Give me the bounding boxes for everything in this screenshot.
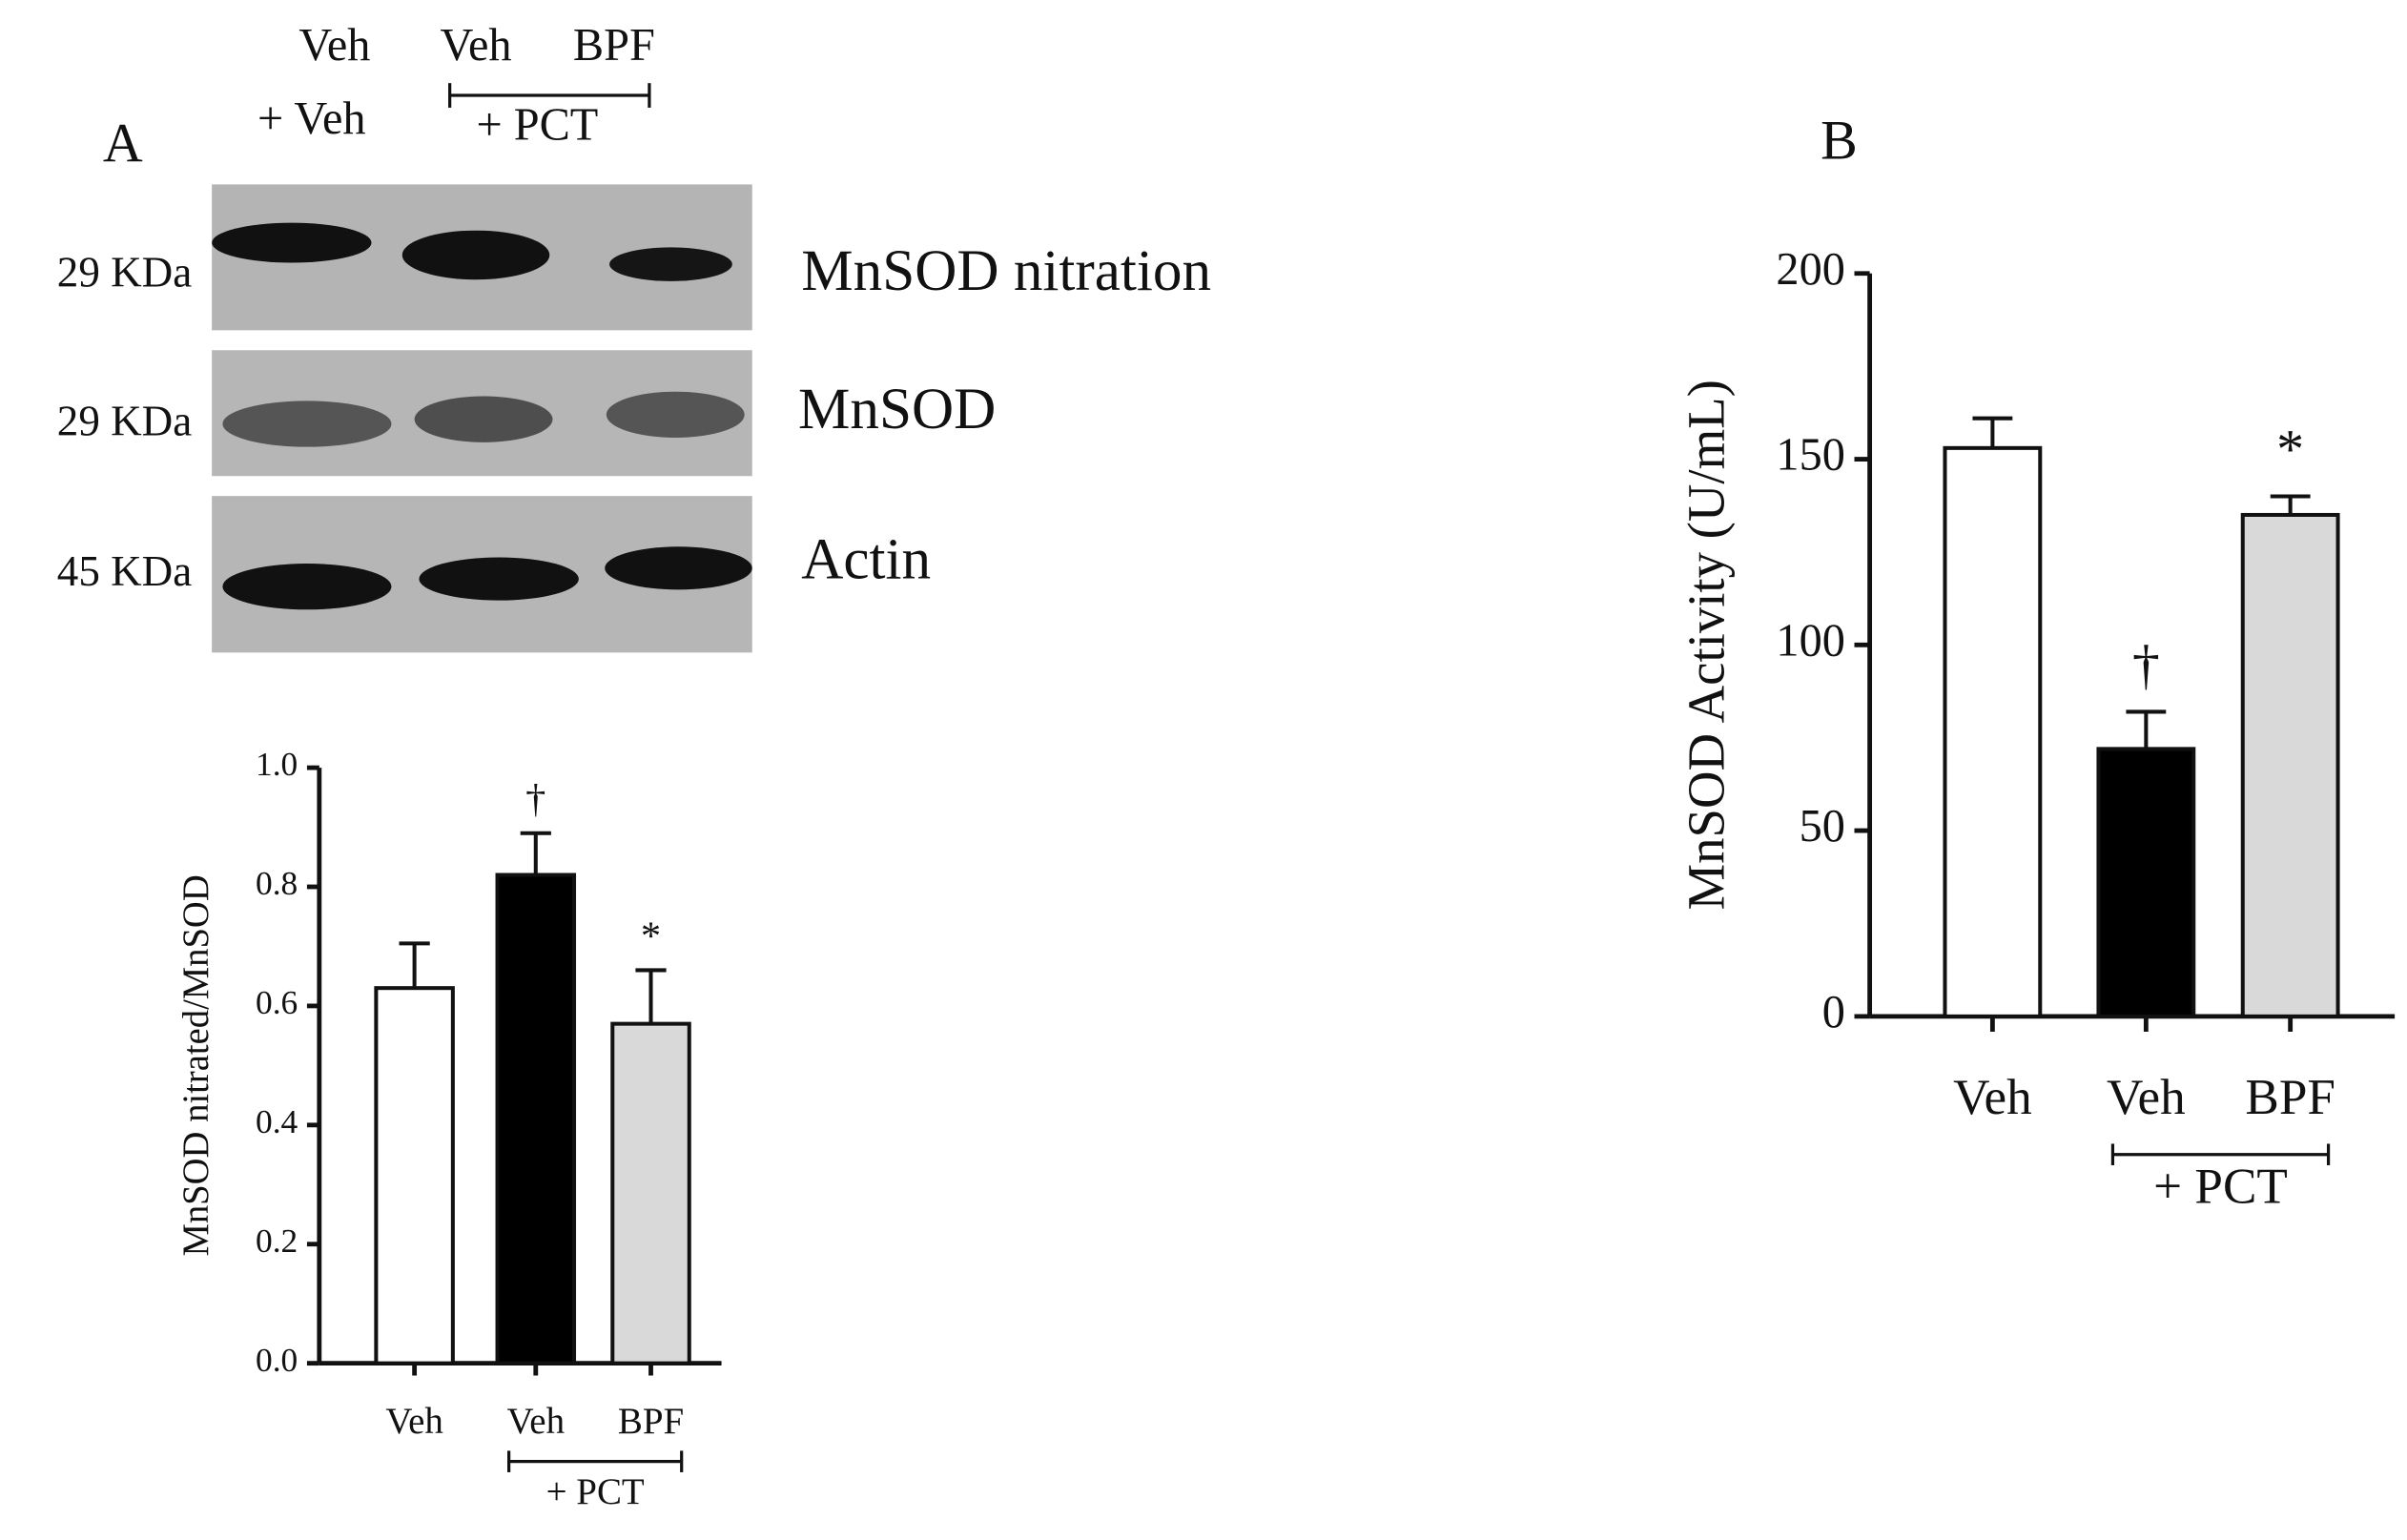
significance-mark: * [641, 914, 661, 958]
y-tick-label: 0.4 [256, 1102, 298, 1140]
lane-header: Veh [440, 20, 511, 71]
y-axis-label: MnSOD nitrated/MnSOD [176, 874, 216, 1256]
bar [610, 1021, 691, 1365]
bar [1943, 445, 2043, 1018]
x-tick-label: BPF [618, 1401, 684, 1442]
x-tick-label: Veh [2107, 1070, 2186, 1125]
y-tick-label: 150 [1776, 430, 1844, 481]
x-tick-label: Veh [507, 1401, 566, 1442]
panel-label: B [1821, 109, 1858, 171]
y-tick-label: 200 [1776, 244, 1844, 295]
lane-header: BPF [573, 20, 655, 71]
panel-label: A [103, 113, 143, 175]
x-tick-label: Veh [1953, 1070, 2032, 1125]
blot-label: MnSOD nitration [801, 238, 1211, 303]
blot-label: Actin [801, 527, 931, 592]
y-tick-label: 50 [1800, 801, 1845, 852]
bar [495, 873, 577, 1365]
y-tick-label: 0.2 [256, 1222, 298, 1260]
marker: 29 KDa [57, 248, 192, 296]
significance-mark: † [2132, 633, 2160, 695]
blot [212, 184, 752, 653]
group-label: + PCT [476, 100, 598, 151]
significance-mark: † [525, 777, 545, 822]
y-tick-label: 0.0 [256, 1341, 298, 1379]
bar [2240, 512, 2340, 1018]
y-tick-label: 100 [1776, 615, 1844, 666]
marker: 29 KDa [57, 397, 192, 444]
lane-header: + Veh [257, 93, 366, 144]
x-tick-label: Veh [385, 1401, 443, 1442]
x-tick-label: BPF [2245, 1070, 2335, 1125]
bar [374, 986, 455, 1365]
y-tick-label: 0 [1822, 987, 1845, 1037]
y-tick-label: 0.8 [256, 864, 298, 902]
group-label: + PCT [546, 1471, 645, 1512]
blot-label: MnSOD [798, 377, 996, 441]
y-axis-label: MnSOD Activity (U/mL) [1677, 380, 1735, 910]
marker: 45 KDa [57, 547, 192, 595]
y-tick-label: 1.0 [256, 745, 298, 783]
bracket [448, 83, 651, 108]
bar [2096, 747, 2196, 1018]
y-tick-label: 0.6 [256, 983, 298, 1021]
lane-header: Veh [298, 20, 370, 71]
significance-mark: * [2276, 418, 2304, 480]
group-label: + PCT [2153, 1160, 2288, 1215]
